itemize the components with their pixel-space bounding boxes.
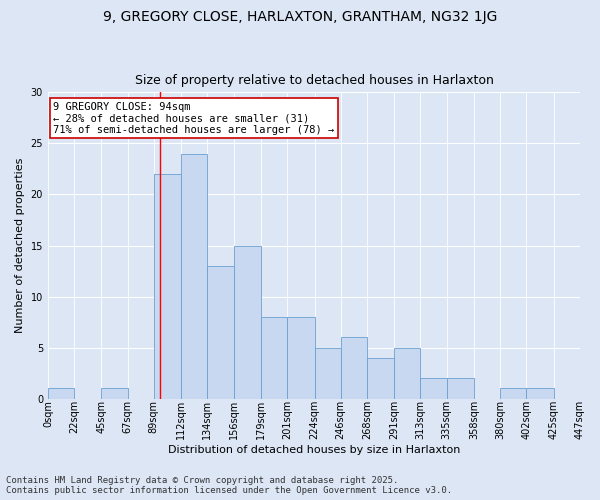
Bar <box>526 388 554 398</box>
Bar <box>421 378 446 398</box>
Bar <box>154 174 181 398</box>
Title: Size of property relative to detached houses in Harlaxton: Size of property relative to detached ho… <box>134 74 493 87</box>
Y-axis label: Number of detached properties: Number of detached properties <box>15 158 25 333</box>
Bar <box>367 358 394 399</box>
Bar <box>287 317 314 398</box>
Bar <box>314 348 341 399</box>
Text: Contains HM Land Registry data © Crown copyright and database right 2025.
Contai: Contains HM Land Registry data © Crown c… <box>6 476 452 495</box>
Bar <box>341 338 367 398</box>
Bar <box>261 317 287 398</box>
Text: 9, GREGORY CLOSE, HARLAXTON, GRANTHAM, NG32 1JG: 9, GREGORY CLOSE, HARLAXTON, GRANTHAM, N… <box>103 10 497 24</box>
Bar <box>394 348 421 399</box>
X-axis label: Distribution of detached houses by size in Harlaxton: Distribution of detached houses by size … <box>168 445 460 455</box>
Bar <box>208 266 233 398</box>
Bar <box>580 388 600 398</box>
Bar <box>500 388 526 398</box>
Bar <box>446 378 474 398</box>
Bar <box>101 388 128 398</box>
Bar <box>181 154 208 398</box>
Text: 9 GREGORY CLOSE: 94sqm
← 28% of detached houses are smaller (31)
71% of semi-det: 9 GREGORY CLOSE: 94sqm ← 28% of detached… <box>53 102 334 134</box>
Bar <box>48 388 74 398</box>
Bar <box>233 246 261 398</box>
